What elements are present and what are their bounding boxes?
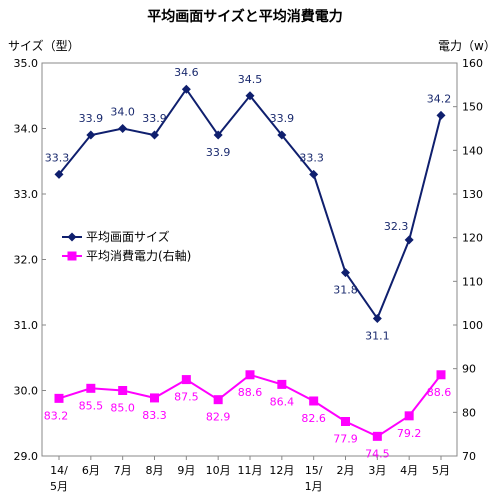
y-left-tick-label: 30.0 [14,385,39,398]
power-point [213,395,223,405]
x-tick-label: 11月 [238,464,263,477]
power-data-label: 82.9 [206,411,231,424]
y-right-tick-label: 100 [462,319,483,332]
size-point [309,169,319,179]
size-data-label: 33.9 [79,112,104,125]
power-point [181,375,191,385]
y-axis-right-ticks: 70 80 90 100 110 120 130 140 150 160 [453,57,483,463]
series-line [58,87,442,321]
power-data-label: 87.5 [174,391,199,404]
size-point [404,235,414,245]
size-data-label: 31.1 [365,329,390,342]
power-point [54,393,64,403]
power-point [341,417,350,427]
power-data-label: 83.2 [44,409,69,422]
power-point [150,393,159,403]
y-left-tick-label: 32.0 [14,254,39,267]
size-point [213,130,223,140]
y-right-tick-label: 160 [462,57,483,70]
size-point [150,130,159,140]
power-point [372,431,382,441]
y-left-tick-label: 29.0 [14,450,39,463]
size-data-label: 32.3 [384,220,409,233]
y-left-tick-label: 31.0 [14,319,39,332]
power-point [277,379,287,389]
size-data-label: 33.3 [45,151,70,164]
size-data-label: 34.6 [174,66,199,79]
power-data-label: 88.6 [427,386,452,399]
power-point [86,383,96,393]
size-data-label: 33.9 [142,112,167,125]
y-left-tick-label: 35.0 [14,57,39,70]
power-data-label: 83.3 [142,409,167,422]
power-point [118,386,128,395]
legend-label: 平均画面サイズ [86,229,170,244]
size-data-label: 33.9 [270,112,295,125]
x-tick-label: 2月 [337,464,355,477]
power-point [436,370,446,380]
y-right-tick-label: 80 [462,406,476,419]
size-data-label: 34.5 [238,73,263,86]
size-point [372,313,382,323]
x-tick-label: 14/ [50,464,68,477]
x-tick-label: 15/ [305,464,323,477]
x-tick-label: 8月 [146,464,164,477]
size-point [245,91,255,101]
power-point [309,396,319,406]
power-data-label: 74.5 [365,447,390,460]
chart-title: 平均画面サイズと平均消費電力 [147,8,343,25]
x-tick-label-line2: 5月 [50,480,68,493]
power-data-label: 77.9 [333,433,358,446]
x-tick-label: 5月 [432,464,450,477]
legend-marker [67,251,77,261]
size-data-label: 31.8 [333,284,358,297]
size-point [54,169,64,179]
size-point [86,130,96,140]
size-point [277,130,287,140]
x-tick-label: 10月 [206,464,231,477]
power-point [245,370,255,380]
y-right-tick-label: 110 [462,275,483,288]
size-point [341,268,350,278]
size-data-label: 34.0 [110,106,135,119]
size-data-label: 33.3 [299,151,324,164]
x-tick-label: 9月 [177,464,195,477]
y-axis-left-label: サイズ（型） [8,38,80,53]
y-right-tick-label: 90 [462,363,476,376]
series-layer: 33.3 33.9 34.0 33.9 34.6 33.9 34.5 33.9 33.3 31.8… [44,66,452,460]
x-tick-label: 4月 [400,464,418,477]
size-point [181,84,191,94]
y-left-tick-label: 33.0 [14,188,39,201]
x-tick-label: 3月 [368,464,386,477]
size-data-label: 34.2 [427,92,452,105]
power-point [404,411,414,421]
power-data-label: 82.6 [301,412,326,425]
power-data-label: 85.5 [79,399,104,412]
x-axis-ticks: 14/5月 6月 7月 8月 9月 10月 11月 12月 15/1月 2月 3月 4月 5月 [50,456,450,493]
y-right-tick-label: 150 [462,101,483,114]
power-data-label: 86.4 [270,395,295,408]
size-point [436,110,446,120]
y-axis-left-ticks: 29.0 30.0 31.0 32.0 33.0 34.0 35.0 [14,57,46,463]
y-right-tick-label: 70 [462,450,476,463]
size-data-label: 33.9 [206,146,231,159]
y-axis-right-label: 電力（w） [438,39,496,53]
power-data-label: 79.2 [397,427,422,440]
y-right-tick-label: 130 [462,188,483,201]
x-tick-label-line2: 1月 [305,480,323,493]
x-tick-label: 7月 [114,464,132,477]
legend-label: 平均消費電力(右軸) [86,248,191,263]
x-tick-label: 6月 [82,464,100,477]
legend-marker [67,232,77,242]
y-right-tick-label: 140 [462,144,483,157]
y-right-tick-label: 120 [462,232,483,245]
power-data-label: 88.6 [238,386,263,399]
power-data-label: 85.0 [110,402,135,415]
x-tick-label: 12月 [269,464,294,477]
size-point [118,124,128,133]
y-left-tick-label: 34.0 [14,123,39,136]
